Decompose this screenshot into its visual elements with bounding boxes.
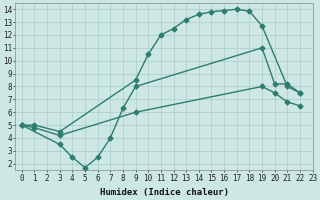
- X-axis label: Humidex (Indice chaleur): Humidex (Indice chaleur): [100, 188, 228, 197]
